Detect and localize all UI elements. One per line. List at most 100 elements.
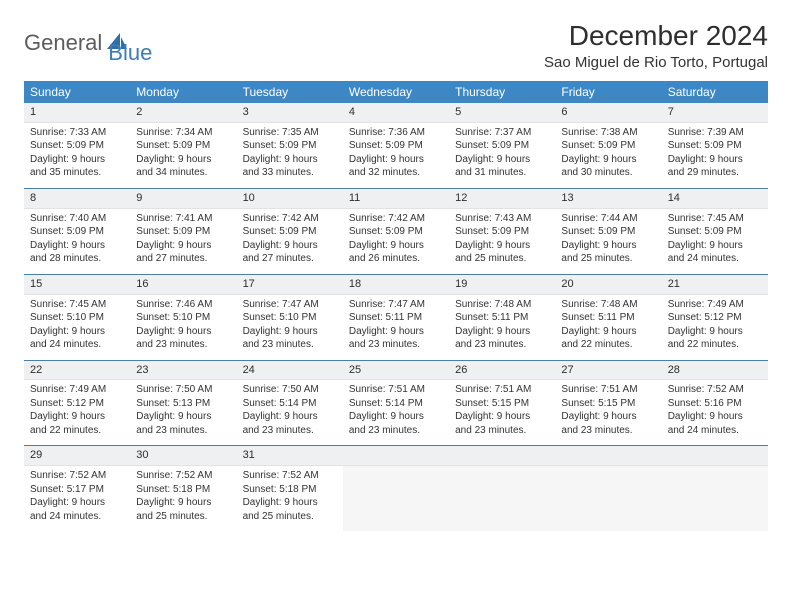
daynum-row: 1234567 (24, 103, 768, 122)
day-number-cell: 19 (449, 274, 555, 294)
day-info-cell: Sunrise: 7:50 AMSunset: 5:14 PMDaylight:… (237, 380, 343, 446)
sunrise-line: Sunrise: 7:34 AM (136, 126, 230, 140)
sunrise-line: Sunrise: 7:42 AM (349, 212, 443, 226)
day-number-cell: 10 (237, 188, 343, 208)
sunset-line: Sunset: 5:09 PM (136, 139, 230, 153)
daylight-line: Daylight: 9 hours and 22 minutes. (668, 325, 762, 352)
day-info-cell (449, 466, 555, 532)
sunrise-line: Sunrise: 7:50 AM (136, 383, 230, 397)
sunrise-line: Sunrise: 7:45 AM (30, 298, 124, 312)
daylight-line: Daylight: 9 hours and 35 minutes. (30, 153, 124, 180)
daynum-row: 22232425262728 (24, 360, 768, 380)
info-row: Sunrise: 7:52 AMSunset: 5:17 PMDaylight:… (24, 466, 768, 532)
sunset-line: Sunset: 5:10 PM (243, 311, 337, 325)
day-number-cell: 4 (343, 103, 449, 122)
day-number-cell: 18 (343, 274, 449, 294)
daylight-line: Daylight: 9 hours and 29 minutes. (668, 153, 762, 180)
sunrise-line: Sunrise: 7:47 AM (349, 298, 443, 312)
day-number-cell: 1 (24, 103, 130, 122)
weekday-header: Saturday (662, 81, 768, 103)
day-number-cell: 23 (130, 360, 236, 380)
day-number-cell (555, 446, 661, 466)
day-info-cell: Sunrise: 7:49 AMSunset: 5:12 PMDaylight:… (662, 294, 768, 360)
logo-word-2: Blue (108, 40, 152, 66)
sunrise-line: Sunrise: 7:41 AM (136, 212, 230, 226)
weekday-header: Friday (555, 81, 661, 103)
day-number-cell: 26 (449, 360, 555, 380)
sunrise-line: Sunrise: 7:35 AM (243, 126, 337, 140)
sunset-line: Sunset: 5:16 PM (668, 397, 762, 411)
sunset-line: Sunset: 5:18 PM (243, 483, 337, 497)
sunrise-line: Sunrise: 7:49 AM (30, 383, 124, 397)
sunset-line: Sunset: 5:15 PM (455, 397, 549, 411)
sunset-line: Sunset: 5:14 PM (349, 397, 443, 411)
day-number-cell: 2 (130, 103, 236, 122)
weekday-header: Thursday (449, 81, 555, 103)
sunrise-line: Sunrise: 7:52 AM (668, 383, 762, 397)
day-info-cell: Sunrise: 7:52 AMSunset: 5:18 PMDaylight:… (237, 466, 343, 532)
weekday-header: Tuesday (237, 81, 343, 103)
sunrise-line: Sunrise: 7:47 AM (243, 298, 337, 312)
day-info-cell: Sunrise: 7:33 AMSunset: 5:09 PMDaylight:… (24, 122, 130, 188)
day-number-cell: 8 (24, 188, 130, 208)
sunset-line: Sunset: 5:09 PM (668, 139, 762, 153)
daylight-line: Daylight: 9 hours and 23 minutes. (136, 410, 230, 437)
daylight-line: Daylight: 9 hours and 23 minutes. (349, 410, 443, 437)
sunset-line: Sunset: 5:10 PM (136, 311, 230, 325)
sunset-line: Sunset: 5:09 PM (30, 139, 124, 153)
sunset-line: Sunset: 5:09 PM (668, 225, 762, 239)
daylight-line: Daylight: 9 hours and 24 minutes. (30, 496, 124, 523)
day-info-cell: Sunrise: 7:48 AMSunset: 5:11 PMDaylight:… (449, 294, 555, 360)
day-number-cell: 6 (555, 103, 661, 122)
sunset-line: Sunset: 5:09 PM (455, 139, 549, 153)
weekday-header-row: Sunday Monday Tuesday Wednesday Thursday… (24, 81, 768, 103)
daylight-line: Daylight: 9 hours and 31 minutes. (455, 153, 549, 180)
day-number-cell: 21 (662, 274, 768, 294)
sunset-line: Sunset: 5:12 PM (668, 311, 762, 325)
day-info-cell: Sunrise: 7:36 AMSunset: 5:09 PMDaylight:… (343, 122, 449, 188)
daylight-line: Daylight: 9 hours and 24 minutes. (668, 239, 762, 266)
day-info-cell: Sunrise: 7:45 AMSunset: 5:09 PMDaylight:… (662, 208, 768, 274)
sunset-line: Sunset: 5:15 PM (561, 397, 655, 411)
sunset-line: Sunset: 5:17 PM (30, 483, 124, 497)
daylight-line: Daylight: 9 hours and 33 minutes. (243, 153, 337, 180)
day-number-cell: 11 (343, 188, 449, 208)
day-number-cell: 3 (237, 103, 343, 122)
day-number-cell: 24 (237, 360, 343, 380)
daynum-row: 891011121314 (24, 188, 768, 208)
daylight-line: Daylight: 9 hours and 25 minutes. (561, 239, 655, 266)
sunrise-line: Sunrise: 7:45 AM (668, 212, 762, 226)
daylight-line: Daylight: 9 hours and 23 minutes. (455, 410, 549, 437)
sunset-line: Sunset: 5:18 PM (136, 483, 230, 497)
day-info-cell: Sunrise: 7:46 AMSunset: 5:10 PMDaylight:… (130, 294, 236, 360)
sunrise-line: Sunrise: 7:50 AM (243, 383, 337, 397)
daylight-line: Daylight: 9 hours and 23 minutes. (455, 325, 549, 352)
day-number-cell: 15 (24, 274, 130, 294)
calendar-body: 1234567Sunrise: 7:33 AMSunset: 5:09 PMDa… (24, 103, 768, 531)
daynum-row: 15161718192021 (24, 274, 768, 294)
sunrise-line: Sunrise: 7:51 AM (455, 383, 549, 397)
sunrise-line: Sunrise: 7:52 AM (243, 469, 337, 483)
daylight-line: Daylight: 9 hours and 25 minutes. (136, 496, 230, 523)
weekday-header: Wednesday (343, 81, 449, 103)
day-info-cell (662, 466, 768, 532)
sunset-line: Sunset: 5:09 PM (561, 139, 655, 153)
sunset-line: Sunset: 5:09 PM (136, 225, 230, 239)
sunrise-line: Sunrise: 7:37 AM (455, 126, 549, 140)
day-info-cell (343, 466, 449, 532)
day-info-cell: Sunrise: 7:40 AMSunset: 5:09 PMDaylight:… (24, 208, 130, 274)
day-info-cell: Sunrise: 7:52 AMSunset: 5:16 PMDaylight:… (662, 380, 768, 446)
day-info-cell: Sunrise: 7:43 AMSunset: 5:09 PMDaylight:… (449, 208, 555, 274)
day-number-cell: 28 (662, 360, 768, 380)
sunset-line: Sunset: 5:10 PM (30, 311, 124, 325)
logo: General Blue (24, 20, 152, 66)
day-info-cell: Sunrise: 7:49 AMSunset: 5:12 PMDaylight:… (24, 380, 130, 446)
daylight-line: Daylight: 9 hours and 27 minutes. (136, 239, 230, 266)
daynum-row: 293031 (24, 446, 768, 466)
day-number-cell: 5 (449, 103, 555, 122)
sunset-line: Sunset: 5:13 PM (136, 397, 230, 411)
sunrise-line: Sunrise: 7:51 AM (561, 383, 655, 397)
daylight-line: Daylight: 9 hours and 23 minutes. (136, 325, 230, 352)
day-number-cell: 29 (24, 446, 130, 466)
sunrise-line: Sunrise: 7:42 AM (243, 212, 337, 226)
